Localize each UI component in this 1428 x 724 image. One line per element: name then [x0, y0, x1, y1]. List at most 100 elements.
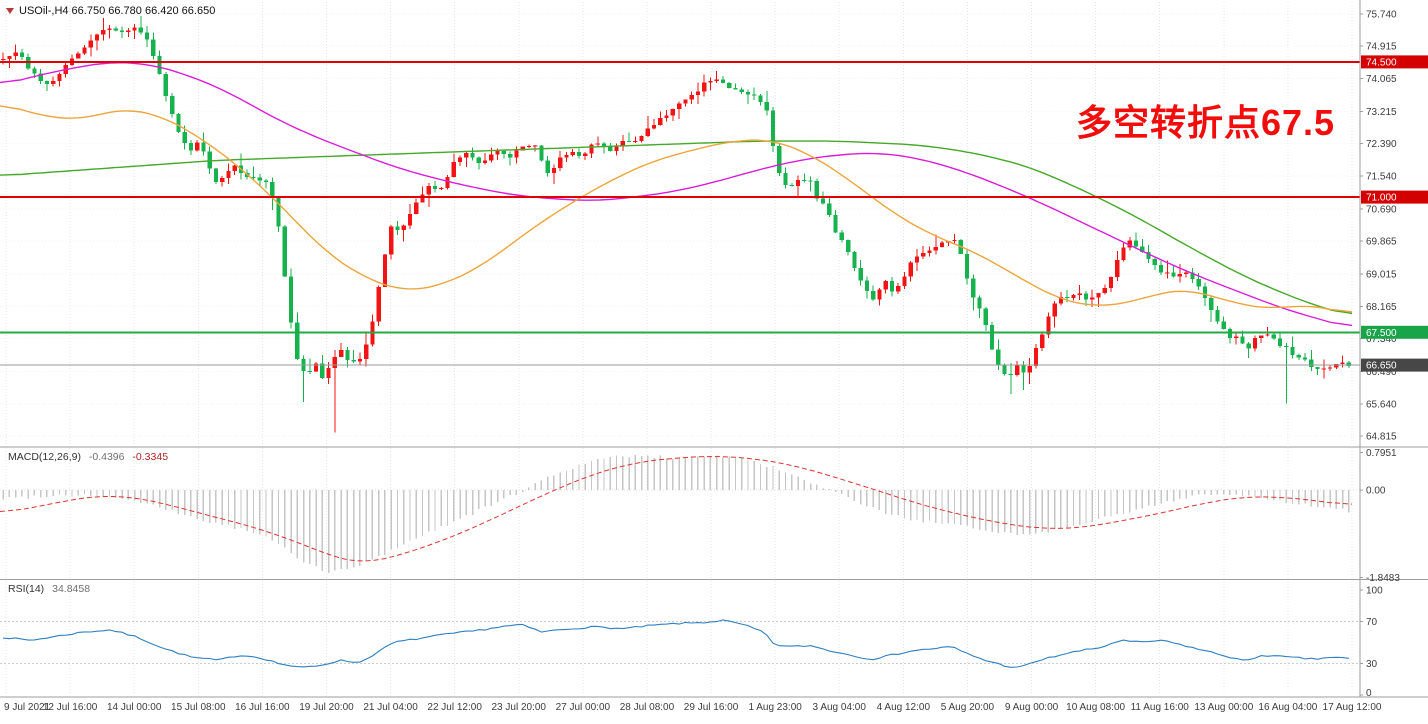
- candle-body: [864, 280, 870, 291]
- time-axis-label: 9 Jul 2021: [4, 702, 51, 713]
- candle-body: [163, 73, 168, 97]
- candle-body: [626, 140, 632, 143]
- candle-body: [1058, 296, 1064, 304]
- time-axis-label: 1 Aug 23:00: [748, 702, 802, 713]
- candle-body: [119, 30, 125, 32]
- candle-body: [1008, 373, 1013, 376]
- candle-body: [871, 290, 876, 300]
- candle-body: [1140, 246, 1145, 253]
- candle-body: [7, 56, 12, 60]
- candle-body: [270, 181, 275, 198]
- candle-body: [51, 81, 56, 85]
- candle-body: [351, 360, 356, 362]
- candle-body: [1077, 293, 1082, 295]
- candle-body: [1340, 362, 1345, 365]
- candle-body: [226, 171, 231, 179]
- time-axis-label: 10 Aug 08:00: [1066, 702, 1125, 713]
- candle-body: [583, 153, 588, 156]
- candle-body: [1171, 272, 1176, 277]
- time-axis-label: 19 Jul 20:00: [299, 702, 354, 713]
- candle-body: [964, 253, 970, 279]
- candle-body: [57, 74, 62, 82]
- candle-body: [38, 73, 43, 81]
- price-tick-label: 70.690: [1366, 205, 1397, 216]
- candle-body: [426, 186, 431, 195]
- candle-body: [382, 254, 388, 287]
- candle-body: [1321, 368, 1326, 370]
- time-axis-label: 5 Aug 20:00: [941, 702, 995, 713]
- candle-body: [702, 82, 707, 92]
- candle-body: [846, 239, 851, 252]
- time-axis-label: 15 Jul 08:00: [171, 702, 226, 713]
- candle-body: [201, 142, 206, 152]
- candle-body: [182, 131, 187, 144]
- time-axis-label: 27 Jul 00:00: [556, 702, 611, 713]
- candle-body: [1259, 335, 1264, 338]
- ma-slow-green: [0, 140, 1353, 315]
- rsi-indicator-label: RSI(14) 34.8458: [8, 583, 90, 595]
- candle-body: [339, 350, 344, 357]
- price-tag-67.500: [1361, 325, 1428, 339]
- candle-body: [457, 157, 463, 162]
- price-tick-label: 68.165: [1366, 302, 1397, 313]
- candle-body: [332, 356, 337, 369]
- candle-body: [1252, 337, 1258, 349]
- macd-axis-label: 0.7951: [1366, 448, 1397, 459]
- candle-body: [76, 53, 81, 59]
- candle-body: [601, 143, 607, 147]
- candle-body: [695, 91, 701, 96]
- candle-body: [326, 368, 331, 378]
- candle-body: [720, 79, 726, 84]
- price-tag-66.650: [1361, 358, 1428, 372]
- candle-body: [439, 187, 444, 190]
- candle-body: [789, 184, 794, 187]
- rsi-value: 34.8458: [52, 583, 91, 595]
- candle-body: [539, 145, 544, 161]
- candle-body: [276, 197, 281, 227]
- price-tick-label: 66.490: [1366, 367, 1397, 378]
- price-tag-label: 66.650: [1366, 361, 1397, 372]
- candle-body: [295, 322, 300, 360]
- candle-body: [376, 286, 381, 322]
- candle-body: [1158, 265, 1164, 273]
- candle-body: [1152, 258, 1157, 266]
- candle-body: [770, 110, 776, 147]
- candle-body: [977, 297, 982, 309]
- candle-body: [420, 194, 425, 203]
- candle-body: [908, 262, 913, 277]
- time-axis-label: 12 Jul 16:00: [43, 702, 98, 713]
- candle-body: [952, 239, 957, 242]
- candle-body: [1015, 365, 1020, 376]
- time-axis-label: 17 Aug 12:00: [1323, 702, 1382, 713]
- time-axis-label: 14 Jul 00:00: [107, 702, 162, 713]
- candle-body: [263, 180, 269, 182]
- macd-name: MACD(12,26,9): [8, 451, 81, 463]
- candle-body: [307, 370, 312, 372]
- candle-body: [1002, 364, 1007, 374]
- candle-body: [101, 30, 106, 35]
- time-axis-label: 3 Aug 04:00: [813, 702, 867, 713]
- candle-body: [1221, 321, 1226, 329]
- candle-body: [170, 96, 175, 114]
- rsi-axis-label: 70: [1366, 617, 1378, 628]
- candle-body: [745, 92, 751, 95]
- candle-body: [395, 226, 400, 230]
- candle-body: [808, 180, 813, 182]
- time-axis-label: 28 Jul 08:00: [620, 702, 675, 713]
- rsi-axis-label: 30: [1366, 659, 1378, 670]
- candle-body: [445, 177, 450, 188]
- candle-body: [827, 203, 832, 216]
- candle-body: [996, 349, 1001, 365]
- candle-body: [1234, 336, 1239, 338]
- candle-body: [451, 161, 456, 178]
- price-tick-label: 71.540: [1366, 172, 1397, 183]
- candle-body: [1265, 334, 1270, 336]
- one-click-trading-icon[interactable]: [6, 8, 14, 14]
- candle-body: [464, 153, 469, 158]
- price-tag-label: 71.000: [1366, 193, 1397, 204]
- symbol-bar: USOil-,H4 66.750 66.780 66.420 66.650: [6, 5, 215, 17]
- candle-body: [620, 140, 625, 146]
- candle-body: [1215, 310, 1220, 322]
